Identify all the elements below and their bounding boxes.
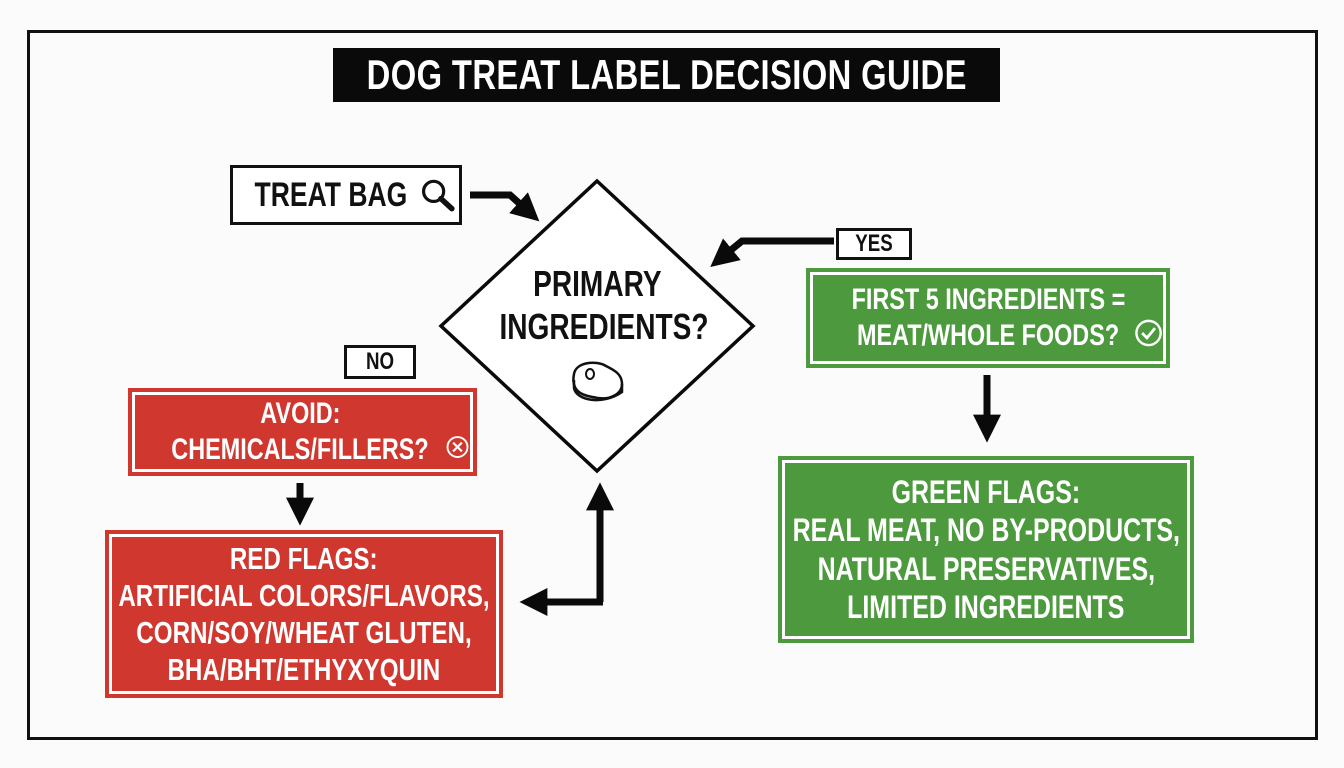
green-flags-node: GREEN FLAGS: REAL MEAT, NO BY-PRODUCTS, … bbox=[778, 456, 1194, 643]
diagram-frame bbox=[27, 30, 1318, 740]
treat-bag-label: TREAT BAG bbox=[254, 175, 408, 214]
check-circle-icon bbox=[1135, 319, 1162, 347]
green-flag-item: LIMITED INGREDIENTS bbox=[847, 588, 1125, 625]
magnifying-glass-icon bbox=[421, 179, 455, 212]
yes-question-line: MEAT/WHOLE FOODS? bbox=[857, 319, 1120, 352]
treat-bag-node: TREAT BAG bbox=[230, 165, 462, 225]
no-label: NO bbox=[344, 345, 416, 379]
arrow-yes-to-decision bbox=[710, 237, 834, 267]
yes-text: YES bbox=[855, 230, 893, 257]
red-flags-node: RED FLAGS: ARTIFICIAL COLORS/FLAVORS, CO… bbox=[105, 530, 503, 698]
red-flag-item: ARTIFICIAL COLORS/FLAVORS, bbox=[118, 577, 490, 613]
arrow-treat-to-decision bbox=[470, 191, 540, 222]
red-flag-item: CORN/SOY/WHEAT GLUTEN, bbox=[136, 615, 472, 650]
yes-question-line: FIRST 5 INGREDIENTS = bbox=[851, 283, 1126, 316]
x-circle-icon bbox=[446, 436, 469, 458]
no-question-line: AVOID: bbox=[259, 397, 341, 430]
title-text: DOG TREAT LABEL DECISION GUIDE bbox=[366, 51, 967, 98]
green-flags-heading: GREEN FLAGS: bbox=[891, 473, 1081, 510]
decision-diamond bbox=[438, 178, 756, 474]
yes-label: YES bbox=[836, 228, 912, 260]
no-question-node: AVOID: CHEMICALS/FILLERS? bbox=[128, 388, 477, 476]
no-text: NO bbox=[365, 348, 395, 375]
yes-question-node: FIRST 5 INGREDIENTS = MEAT/WHOLE FOODS? bbox=[806, 268, 1170, 368]
no-question-line: CHEMICALS/FILLERS? bbox=[171, 433, 429, 466]
page-title: DOG TREAT LABEL DECISION GUIDE bbox=[333, 48, 1000, 102]
green-flag-item: NATURAL PRESERVATIVES, bbox=[817, 550, 1155, 587]
decision-line: PRIMARY bbox=[532, 263, 662, 304]
steak-icon bbox=[572, 361, 624, 402]
red-flags-heading: RED FLAGS: bbox=[230, 540, 378, 576]
red-flag-item: BHA/BHT/ETHYXYQUIN bbox=[167, 652, 441, 688]
decision-node: PRIMARY INGREDIENTS? bbox=[470, 262, 724, 415]
decision-line: INGREDIENTS? bbox=[499, 306, 709, 348]
green-flag-item: REAL MEAT, NO BY-PRODUCTS, bbox=[792, 512, 1180, 549]
